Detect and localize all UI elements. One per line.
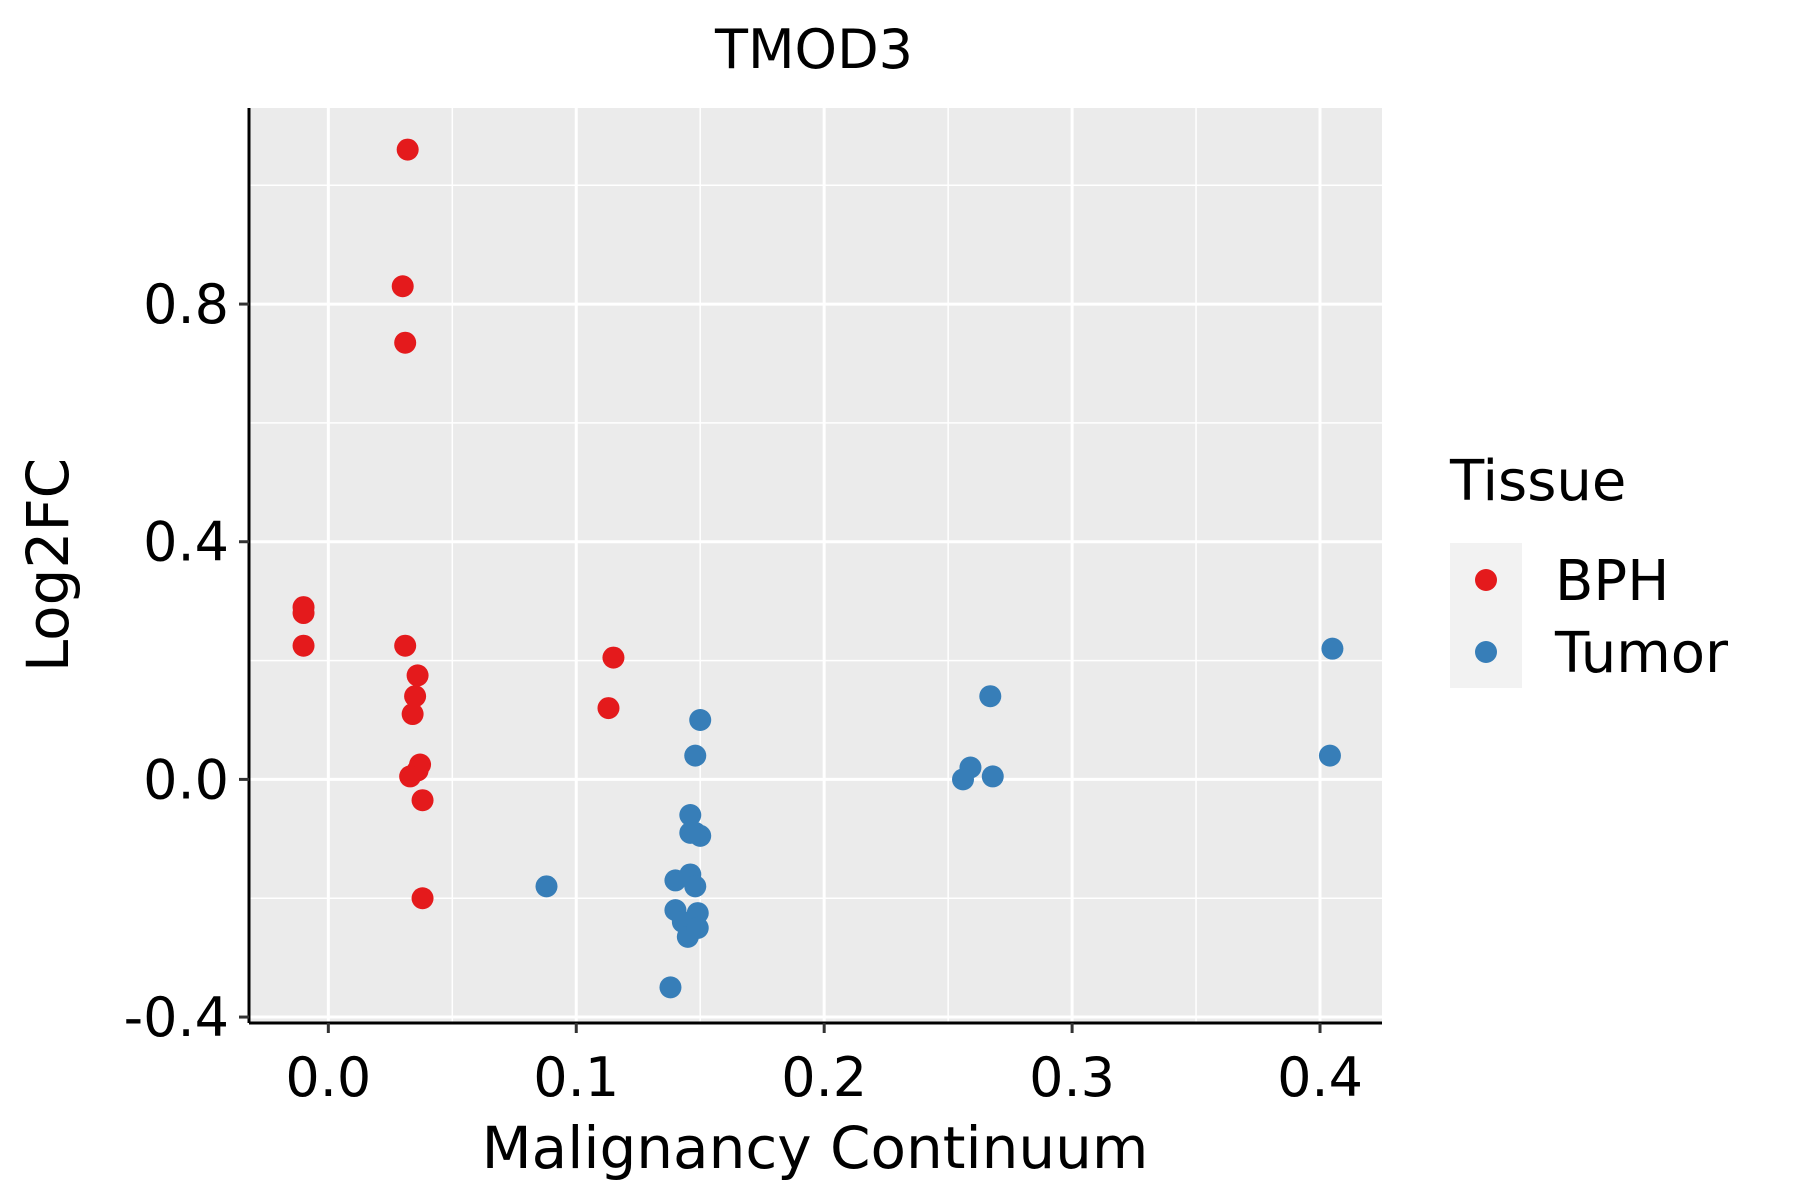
point-tumor <box>684 875 707 898</box>
y-tick-label: 0.0 <box>143 748 229 811</box>
x-tick-label: 0.1 <box>533 1046 619 1109</box>
point-tumor <box>1318 744 1341 767</box>
point-bph <box>396 138 419 161</box>
point-bph <box>394 634 417 657</box>
point-bph <box>411 789 434 812</box>
x-tick-label: 0.3 <box>1029 1046 1115 1109</box>
point-bph <box>292 634 315 657</box>
legend-title: Tissue <box>1449 449 1626 514</box>
point-tumor <box>679 804 702 827</box>
point-tumor <box>952 768 975 791</box>
point-tumor <box>979 685 1002 708</box>
x-axis-title: Malignancy Continuum <box>482 1114 1149 1182</box>
point-tumor <box>659 976 682 999</box>
point-bph <box>394 331 417 354</box>
legend-key-bg <box>1450 543 1522 688</box>
point-tumor <box>684 744 707 767</box>
legend-label-tumor: Tumor <box>1554 621 1729 686</box>
y-tick-label: 0.8 <box>143 273 229 336</box>
legend-key-bph <box>1475 569 1497 591</box>
point-bph <box>391 275 414 298</box>
legend: Tissue BPH Tumor <box>1449 449 1729 688</box>
x-tick-label: 0.0 <box>285 1046 371 1109</box>
point-bph <box>401 703 424 726</box>
point-bph <box>399 765 422 788</box>
point-bph <box>602 646 625 669</box>
x-tick-label: 0.4 <box>1277 1046 1363 1109</box>
point-tumor <box>535 875 558 898</box>
y-axis-ticks: -0.4 0.0 0.4 0.8 <box>124 273 249 1049</box>
point-bph <box>406 664 429 687</box>
point-bph <box>292 602 315 625</box>
plot-panel <box>249 108 1382 1023</box>
y-tick-label: 0.4 <box>143 511 229 574</box>
point-bph <box>404 685 427 708</box>
y-tick-label: -0.4 <box>124 986 229 1049</box>
chart-title: TMOD3 <box>714 18 913 81</box>
point-tumor <box>689 708 712 731</box>
point-tumor <box>1321 637 1344 660</box>
point-bph <box>597 697 620 720</box>
x-tick-label: 0.2 <box>781 1046 867 1109</box>
x-axis-ticks: 0.0 0.1 0.2 0.3 0.4 <box>285 1023 1363 1109</box>
y-axis-title: Log2FC <box>14 458 82 672</box>
legend-key-tumor <box>1475 641 1497 663</box>
point-tumor <box>686 916 709 939</box>
grid-lines <box>249 108 1382 1023</box>
point-tumor <box>689 824 712 847</box>
point-bph <box>411 887 434 910</box>
legend-entries: BPH Tumor <box>1475 549 1729 686</box>
legend-label-bph: BPH <box>1555 549 1669 614</box>
data-points <box>292 138 1344 999</box>
point-tumor <box>981 765 1004 788</box>
